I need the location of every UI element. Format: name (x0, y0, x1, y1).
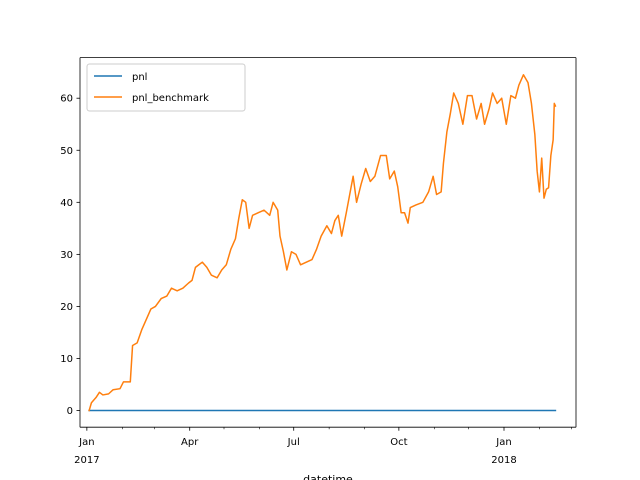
x-tick-year-label: 2018 (491, 455, 516, 466)
plot-area (80, 57, 576, 428)
x-tick-label: Jan (495, 437, 511, 448)
y-tick-label: 0 (67, 406, 73, 417)
y-tick-label: 40 (60, 198, 73, 209)
x-tick-label: Jan (78, 437, 94, 448)
legend-box (86, 63, 246, 112)
y-tick-label: 20 (60, 302, 73, 313)
y-tick-label: 60 (60, 94, 73, 105)
x-tick-label: Oct (390, 437, 407, 448)
series-layer (88, 74, 557, 412)
x-tick-label: Jul (287, 437, 300, 448)
x-axis-label: datetime (303, 473, 353, 480)
y-axis: 0 10 20 30 40 50 60 (60, 94, 80, 417)
axes-frame (79, 57, 577, 428)
series-line-pnl-benchmark (88, 74, 557, 412)
y-tick-label: 10 (60, 354, 73, 365)
y-tick-label: 30 (60, 250, 73, 261)
legend: pnl pnl_benchmark (86, 63, 246, 112)
x-tick-label: Apr (181, 437, 199, 448)
legend-label-pnl: pnl (132, 72, 147, 83)
y-tick-label: 50 (60, 146, 73, 157)
legend-label-pnl-benchmark: pnl_benchmark (132, 93, 209, 104)
x-tick-year-label: 2017 (74, 455, 99, 466)
x-axis: Jan 2017 Apr Jul Oct Jan 2018 (74, 427, 572, 466)
